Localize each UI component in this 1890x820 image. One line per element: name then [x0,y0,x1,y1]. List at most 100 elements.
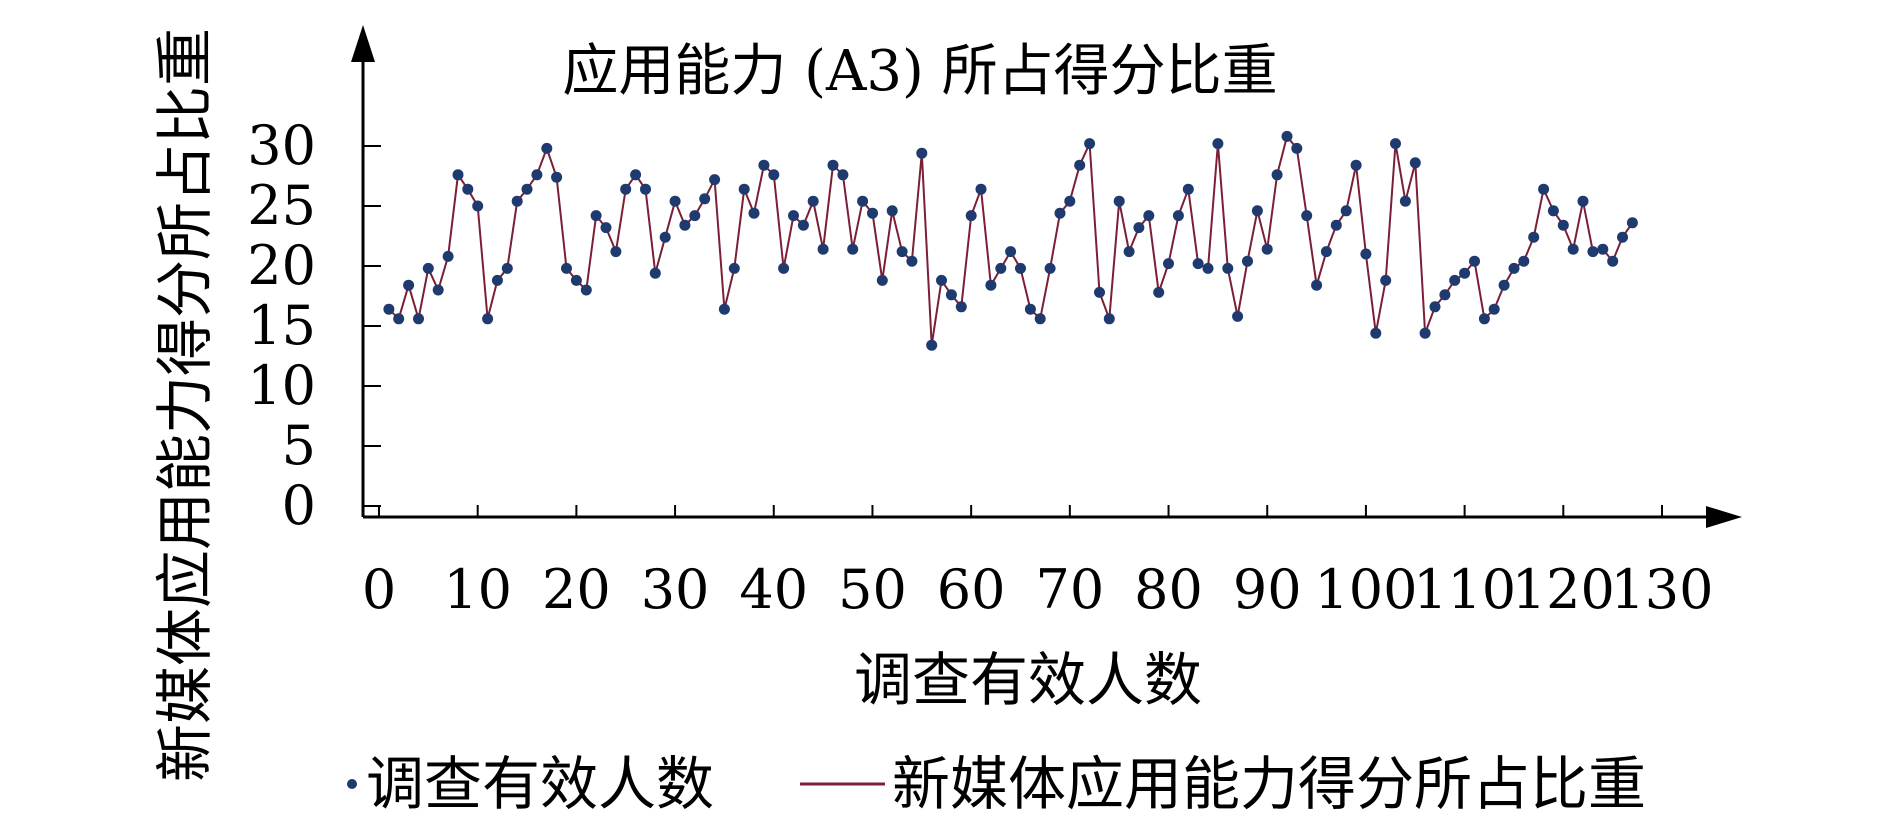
data-point [1143,210,1155,222]
data-point [1340,205,1352,217]
data-point [521,183,533,195]
data-point [1360,248,1372,260]
data-point [462,183,474,195]
data-point [541,142,553,154]
x-axis-label: 调查有效人数 [854,646,1202,714]
data-point [531,169,543,181]
data-point [689,210,701,222]
data-point [1074,159,1086,171]
data-point [1222,262,1234,274]
data-point [442,250,454,262]
data-point [1399,195,1411,207]
x-tick-label: 10 [443,558,512,621]
data-point [620,183,632,195]
y-tick-label: 20 [247,234,316,297]
data-point [472,200,484,212]
data-point [1084,138,1096,150]
data-point [1429,301,1441,313]
data-point [1350,159,1362,171]
data-point [482,313,494,325]
data-point [679,219,691,231]
legend-entry-line: 新媒体应用能力得分所占比重 [892,750,1646,818]
data-point [501,262,513,274]
data-point [778,262,790,274]
data-point [659,231,671,243]
data-point [728,262,740,274]
series-markers [383,130,1638,351]
data-point [511,195,523,207]
data-point [1508,262,1520,274]
data-point [768,169,780,181]
data-point [491,274,503,286]
x-tick-label: 70 [1035,558,1104,621]
data-point [1103,313,1115,325]
data-point [1005,246,1017,258]
data-point [945,289,957,301]
y-axis-arrow [351,25,375,62]
data-point [1419,327,1431,339]
data-point [1153,286,1165,298]
data-point [738,183,750,195]
data-point [432,284,444,296]
y-tick-label: 0 [282,474,316,537]
data-point [413,313,424,325]
data-point [1192,258,1204,270]
data-point [709,174,721,186]
data-point [1380,274,1392,286]
data-point [876,274,888,286]
y-tick-label: 5 [282,414,316,477]
x-axis-arrow [1706,506,1742,528]
x-tick-label: 20 [542,558,611,621]
x-tick-label: 60 [937,558,1006,621]
data-point [1518,255,1530,267]
data-point [1311,279,1323,291]
data-point [906,255,918,267]
data-point [758,159,770,171]
data-point [1242,255,1253,267]
data-point [1459,267,1471,279]
data-point [1557,219,1569,231]
data-point [1567,243,1579,255]
legend-entry-markers: 调查有效人数 [366,750,714,818]
data-point [1232,310,1244,322]
data-point [630,169,642,181]
y-tick-label: 15 [247,294,316,357]
data-point [561,262,572,274]
data-point [1015,262,1026,274]
data-point [600,222,612,234]
data-point [886,205,898,217]
data-point [570,274,582,286]
data-point [1577,195,1589,207]
data-point [1528,231,1540,243]
x-tick-label: 80 [1134,558,1203,621]
data-point [1320,246,1332,258]
x-tick-label: 30 [641,558,710,621]
data-point [718,303,730,315]
data-point [965,210,977,222]
data-point [1409,157,1421,169]
data-point [1587,246,1599,258]
data-point [1626,217,1638,229]
legend: 调查有效人数 新媒体应用能力得分所占比重 [347,750,1646,818]
data-point [393,313,405,325]
data-point [985,279,997,291]
x-tick-label: 0 [362,558,396,621]
data-point [383,303,395,315]
data-point [1182,183,1194,195]
data-point [1291,142,1303,154]
data-point [1390,138,1401,150]
data-point [669,195,681,207]
data-point [403,279,415,291]
data-point [1478,313,1490,325]
data-point [1449,274,1461,286]
data-point [807,195,819,207]
data-point [580,284,592,296]
data-point [699,193,711,205]
data-point [748,207,760,219]
data-point [817,243,829,255]
data-point [551,171,563,183]
data-point [1597,243,1609,255]
y-tick-label: 30 [247,114,316,177]
